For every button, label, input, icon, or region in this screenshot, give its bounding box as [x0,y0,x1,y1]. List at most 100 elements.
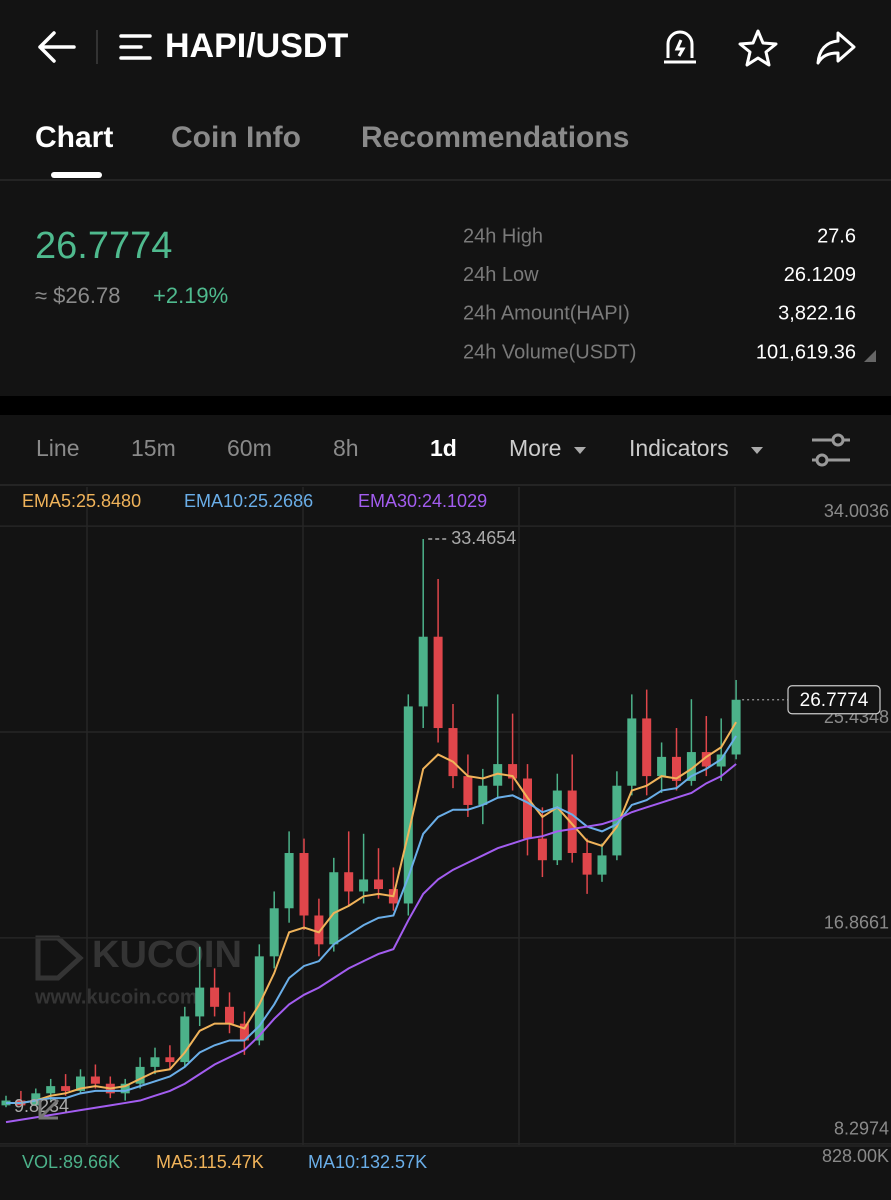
candle-body [567,790,577,854]
dropdown-arrow [751,447,763,454]
favorite-icon[interactable] [738,29,778,67]
candle-body [299,853,309,916]
stat-value: 27.6 [817,225,856,247]
interval-option[interactable]: More [509,435,561,461]
stat-value: 26.1209 [784,264,856,286]
max-label: 33.4654 [451,528,516,548]
candle-body [701,752,711,767]
candle-body [374,879,383,890]
candle-body [61,1086,71,1091]
interval-option[interactable]: 60m [227,435,272,461]
candle-body [418,636,428,707]
share-icon[interactable] [816,31,856,65]
candle-body [150,1057,160,1067]
ema-line [6,721,737,1104]
pair-title: HAPI/USDT [165,27,348,65]
alert-icon[interactable] [664,30,696,64]
tab[interactable]: Recommendations [361,121,629,154]
interval-option[interactable]: Indicators [629,435,729,461]
candle-body [493,764,503,786]
candle-body [523,778,532,839]
candle-body [254,956,264,1041]
candle-body [731,699,741,755]
legend-entry: EMA30:24.1029 [358,491,487,511]
y-tick-label: 8.2974 [834,1119,889,1139]
y-tick-label: 34.0036 [824,501,889,521]
volume-legend: MA5:115.47K [156,1152,264,1172]
candle-body [90,1076,100,1084]
back-button[interactable] [38,31,76,63]
stat-label: 24h Amount(HAPI) [463,303,630,325]
tab[interactable]: Coin Info [171,121,301,154]
candle-body [195,987,205,1017]
stat-value: 101,619.36 [756,341,856,363]
candle-body [672,756,681,781]
ema-line [6,735,737,1104]
candle-body [552,790,562,861]
candle-body [135,1066,145,1084]
interval-option[interactable]: 8h [333,435,359,461]
candle-body [612,785,622,856]
candle-body [627,718,637,786]
candle-body [537,838,547,861]
candle-body [403,706,413,904]
tab-indicator [51,172,102,178]
candle-body [269,908,279,957]
candle-body [284,853,294,909]
min-label: 9.8234 [14,1096,69,1116]
legend-entry: EMA10:25.2686 [184,491,313,511]
last-price-label: 26.7774 [800,690,869,711]
candle-body [686,752,696,781]
candle-body [657,756,667,777]
candle-body [31,1093,41,1106]
candle-body [210,987,220,1007]
interval-option[interactable]: 1d [430,435,457,461]
expand-arrow[interactable] [864,350,876,362]
candle-body [76,1076,85,1091]
stat-label: 24h Low [463,264,539,286]
tab[interactable]: Chart [35,121,113,154]
candle-body [46,1086,56,1094]
last-price-box [787,685,881,715]
last-price: 26.7774 [35,225,172,267]
candle-body [448,728,458,777]
candle-body [597,855,607,875]
stat-value: 3,822.16 [778,303,856,325]
candle-body [508,764,518,779]
stat-label: 24h Volume(USDT) [463,341,636,363]
candle-body [478,785,488,805]
candle-body [239,1023,249,1041]
watermark-url: www.kucoin.com [34,986,198,1008]
y-tick-label: 16.8661 [824,913,889,933]
price-change: +2.19% [153,283,228,308]
candle-body [359,879,369,892]
dropdown-arrow [574,447,586,454]
candle-body [642,718,652,777]
interval-option[interactable]: Line [36,435,79,461]
candle-body [314,915,324,945]
candle-body [225,1006,234,1024]
candle-body [329,872,339,945]
stat-label: 24h High [463,225,543,247]
volume-legend: VOL:89.66K [22,1152,120,1172]
menu-icon[interactable] [119,34,152,60]
candle-body [433,636,443,729]
volume-legend: MA10:132.57K [308,1152,427,1172]
section-gap [0,396,891,415]
candle-body [463,776,473,805]
settings-icon[interactable] [812,433,850,467]
legend-entry: EMA5:25.8480 [22,491,141,511]
watermark: KUCOIN www.kucoin.com [34,934,242,1008]
candle-body [120,1083,130,1094]
ema-line [5,763,737,1124]
volume-axis-label: 828.00K [822,1146,889,1166]
candle-body [582,853,592,875]
collapse-icon[interactable] [38,1098,60,1120]
candle-body [165,1057,175,1063]
interval-option[interactable]: 15m [131,435,176,461]
candle-body [716,754,726,767]
watermark-brand: KUCOIN [92,934,242,976]
